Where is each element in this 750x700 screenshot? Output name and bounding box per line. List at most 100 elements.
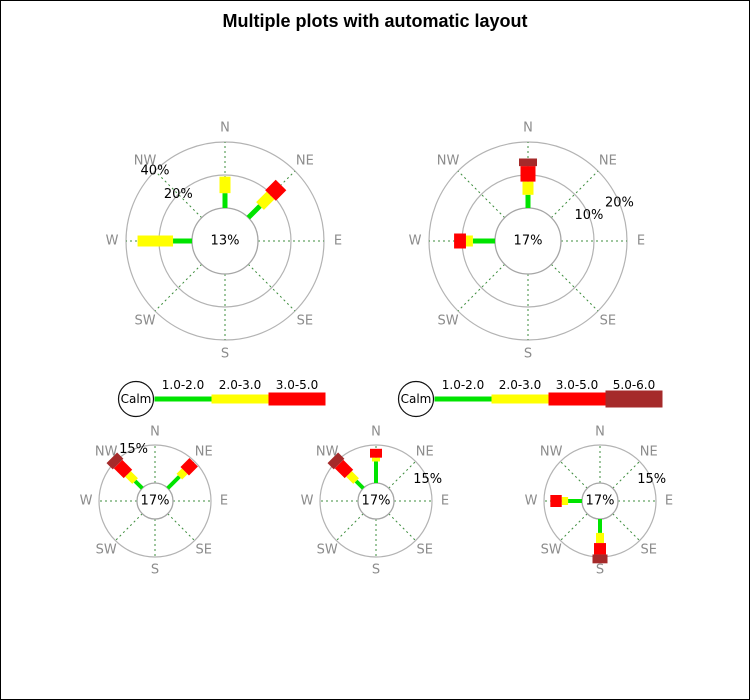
spoke-NE-bin-3.0-5.0 (180, 458, 198, 476)
grid-radial-NW (154, 170, 203, 219)
ring-label-15%: 15% (637, 472, 666, 487)
legend-bar-2.0-3.0 (211, 394, 269, 404)
spoke-NW-bin-5.0-6.0 (327, 452, 345, 470)
direction-label-E: E (441, 494, 449, 509)
direction-label-S: S (524, 347, 532, 362)
direction-label-S: S (221, 347, 229, 362)
legend-bin-label-5.0-6.0: 5.0-6.0 (613, 378, 656, 392)
direction-label-S: S (596, 562, 604, 577)
direction-label-NE: NE (195, 445, 213, 460)
direction-label-SE: SE (600, 313, 616, 328)
ring-label-20%: 20% (164, 187, 193, 202)
calm-percentage-label: 13% (211, 234, 240, 249)
direction-label-E: E (220, 494, 228, 509)
direction-label-W: W (409, 234, 422, 249)
direction-label-NW: NW (437, 154, 460, 169)
legend-left: Calm 1.0-2.0 2.0-3.0 3.0-5.0 (117, 378, 326, 418)
spoke-NW-bin-5.0-6.0 (106, 452, 124, 470)
direction-label-NW: NW (95, 445, 118, 460)
direction-label-N: N (220, 121, 230, 136)
rose-top-left: 20% 40% 13% N NE E SE S SW W NW (106, 121, 343, 362)
grid-radial-SE (247, 263, 296, 312)
legend-bar-1.0-2.0 (434, 396, 492, 402)
direction-label-NE: NE (416, 445, 434, 460)
legend-bar-1.0-2.0 (154, 396, 212, 402)
ring-label-40%: 40% (141, 163, 170, 178)
direction-label-SW: SW (96, 542, 117, 557)
rose-bottom-right: 15% 17% N NE E SE S SW W NW (525, 425, 674, 578)
direction-label-NE: NE (296, 154, 314, 169)
spoke-NW-bin-1.0-2.0 (133, 479, 144, 490)
direction-label-SE: SE (297, 313, 313, 328)
direction-label-SW: SW (541, 542, 562, 557)
direction-label-NE: NE (640, 445, 658, 460)
legend-bar-2.0-3.0 (491, 394, 549, 404)
direction-label-S: S (151, 562, 159, 577)
direction-label-SE: SE (417, 542, 433, 557)
grid-radial-SW (336, 513, 364, 541)
spoke-NE-bin-2.0-3.0 (256, 191, 275, 210)
grid-radial-SW (457, 263, 506, 312)
calm-percentage-label: 17% (362, 494, 391, 509)
legend-bar-3.0-5.0 (268, 392, 326, 406)
calm-circle (136, 482, 174, 520)
grid-radial-NW (457, 170, 506, 219)
direction-label-N: N (371, 425, 381, 440)
ring-label-15%: 15% (119, 442, 148, 457)
direction-label-SW: SW (135, 313, 156, 328)
grid-radial-NE (612, 461, 640, 489)
grid-radial-SW (154, 263, 203, 312)
spoke-NE-bin-2.0-3.0 (176, 468, 188, 480)
calm-percentage-label: 17% (141, 494, 170, 509)
direction-label-NW: NW (540, 445, 563, 460)
spoke-NW-bin-2.0-3.0 (125, 471, 138, 484)
legend-bin-label-2.0-3.0: 2.0-3.0 (499, 378, 542, 392)
direction-label-E: E (665, 494, 673, 509)
grid-radial-SW (560, 513, 588, 541)
grid-radial-NE (550, 170, 599, 219)
grid-radial-SE (167, 513, 195, 541)
calm-percentage-label: 17% (586, 494, 615, 509)
calm-legend-circle (117, 380, 155, 418)
chart-title: Multiple plots with automatic layout (222, 11, 528, 31)
direction-label-NW: NW (316, 445, 339, 460)
direction-label-N: N (523, 121, 533, 136)
direction-label-N: N (150, 425, 160, 440)
legend-bar-3.0-5.0 (548, 392, 606, 406)
grid-radial-NW (560, 461, 588, 489)
direction-label-E: E (334, 234, 342, 249)
legend-bin-label-3.0-5.0: 3.0-5.0 (556, 378, 599, 392)
rose-bottom-left: 15% 17% N NE E SE S SW W NW (80, 425, 229, 578)
legend-bin-label-1.0-2.0: 1.0-2.0 (442, 378, 485, 392)
ring-circle-15% (319, 444, 433, 558)
direction-label-W: W (80, 494, 93, 509)
spoke-NW-bin-3.0-5.0 (113, 459, 133, 479)
ring-label-15%: 15% (413, 472, 442, 487)
spoke-NE-bin-1.0-2.0 (166, 475, 181, 490)
grid-radial-SE (550, 263, 599, 312)
calm-percentage-label: 17% (514, 234, 543, 249)
direction-label-W: W (106, 234, 119, 249)
legend-bin-label-1.0-2.0: 1.0-2.0 (162, 378, 205, 392)
grid-radial-NE (388, 461, 416, 489)
spoke-NW-bin-3.0-5.0 (334, 459, 354, 479)
grid-radial-SE (388, 513, 416, 541)
direction-label-SW: SW (317, 542, 338, 557)
rose-bottom-middle: 15% 17% N NE E SE S SW W NW (301, 425, 450, 578)
spoke-NE-bin-1.0-2.0 (246, 204, 262, 220)
grid-radial-SE (612, 513, 640, 541)
legend-bar-5.0-6.0 (605, 390, 663, 408)
calm-legend-label: Calm (401, 392, 432, 406)
direction-label-E: E (637, 234, 645, 249)
calm-legend-circle (397, 380, 435, 418)
direction-label-SE: SE (196, 542, 212, 557)
direction-label-W: W (301, 494, 314, 509)
grid-radial-SW (115, 513, 143, 541)
spoke-NE-bin-3.0-5.0 (265, 179, 287, 201)
direction-label-NW: NW (134, 154, 157, 169)
ring-label-20%: 20% (605, 196, 634, 211)
spoke-NW-bin-2.0-3.0 (346, 471, 359, 484)
calm-legend-label: Calm (121, 392, 152, 406)
